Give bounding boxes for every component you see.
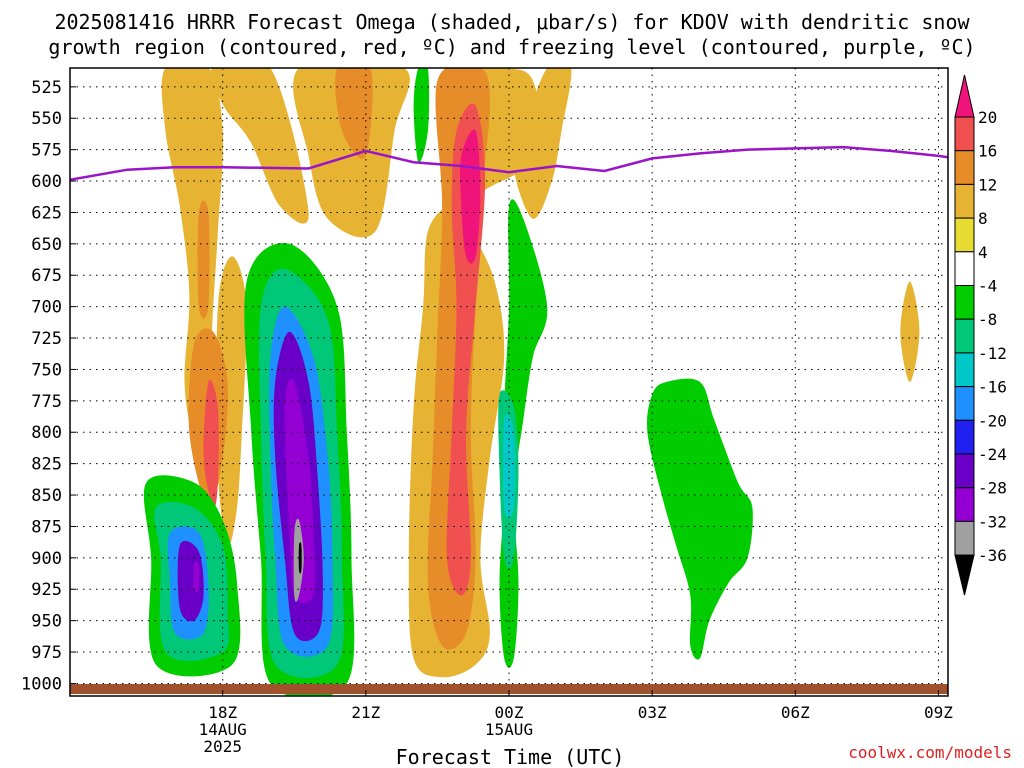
colorbar-label: -24 <box>978 445 1007 464</box>
colorbar-label: 16 <box>978 142 997 161</box>
colorbar-segment <box>954 318 975 354</box>
y-tick-label: 1000 <box>21 674 62 694</box>
y-axis: 525 550 575 600 625 650 675 700 725 750 775 800 825 8… <box>21 78 76 694</box>
x-tick-label: 15AUG <box>485 720 533 739</box>
omega-region <box>413 68 430 163</box>
omega-region <box>216 256 247 547</box>
colorbar-segment <box>954 419 975 455</box>
x-tick-label: 03Z <box>638 703 667 722</box>
omega-shading <box>143 68 920 696</box>
chart-title-line-2: growth region (contoured, red, ºC) and f… <box>48 35 975 59</box>
omega-region <box>900 281 920 382</box>
colorbar-label: 8 <box>978 209 988 228</box>
omega-region <box>460 129 481 264</box>
y-tick-label: 675 <box>31 266 62 286</box>
x-tick-label: 2025 <box>203 737 242 756</box>
y-tick-label: 975 <box>31 643 62 663</box>
colorbar-segment <box>954 453 975 489</box>
freezing-level-line <box>70 145 948 182</box>
y-tick-label: 575 <box>31 141 62 161</box>
y-tick-label: 550 <box>31 109 62 129</box>
omega-region <box>513 68 572 219</box>
x-tick-label: 09Z <box>924 703 953 722</box>
y-tick-label: 925 <box>31 580 62 600</box>
y-tick-label: 775 <box>31 392 62 412</box>
colorbar-label: -16 <box>978 378 1007 397</box>
y-tick-label: 600 <box>31 172 62 192</box>
x-tick-label: 21Z <box>351 703 380 722</box>
omega-region <box>193 560 200 593</box>
x-tick-label: 06Z <box>781 703 810 722</box>
y-tick-label: 950 <box>31 612 62 632</box>
colorbar-segment <box>954 285 975 320</box>
y-tick-label: 700 <box>31 298 62 318</box>
colorbar-label: -4 <box>978 277 997 296</box>
credit-link[interactable]: coolwx.com/models <box>848 743 1012 762</box>
y-tick-label: 900 <box>31 549 62 569</box>
y-tick-label: 650 <box>31 235 62 255</box>
colorbar-segment <box>954 217 975 253</box>
omega-region <box>203 379 219 509</box>
y-tick-label: 725 <box>31 329 62 349</box>
colorbar-label: 20 <box>978 108 997 127</box>
omega-region <box>293 68 410 238</box>
colorbar-label: -12 <box>978 344 1007 363</box>
colorbar-label: 12 <box>978 175 997 194</box>
colorbar-label: -28 <box>978 479 1007 498</box>
colorbar-label: -20 <box>978 411 1007 430</box>
colorbar: 20 16 12 8 4 -4 -8 -12 -16 -20 -24 -28 -32 -36 <box>954 74 1007 596</box>
colorbar-label: -8 <box>978 310 997 329</box>
colorbar-segment <box>954 520 975 556</box>
colorbar-label: -36 <box>978 546 1007 565</box>
colorbar-segment <box>954 386 975 421</box>
chart-title-line-1: 2025081416 HRRR Forecast Omega (shaded, … <box>54 10 970 34</box>
colorbar-segment <box>954 150 975 185</box>
omega-region <box>335 68 373 159</box>
colorbar-segment <box>954 116 975 152</box>
y-tick-label: 800 <box>31 423 62 443</box>
x-tick-label: 14AUG <box>199 720 247 739</box>
y-tick-label: 625 <box>31 203 62 223</box>
omega-region <box>646 378 753 660</box>
colorbar-label: -32 <box>978 512 1007 531</box>
colorbar-segment <box>954 183 975 219</box>
ground-terrain <box>70 684 948 694</box>
colorbar-bottom-arrow <box>954 554 975 596</box>
omega-region <box>177 540 204 622</box>
y-tick-label: 850 <box>31 486 62 506</box>
y-tick-label: 525 <box>31 78 62 98</box>
freezing-level-contour <box>70 145 948 182</box>
x-axis-label: Forecast Time (UTC) <box>396 745 625 768</box>
x-tick-label: 00Z <box>495 703 524 722</box>
colorbar-label: 4 <box>978 243 988 262</box>
omega-region <box>197 200 210 319</box>
omega-region <box>284 378 315 604</box>
colorbar-top-arrow <box>954 74 975 118</box>
colorbar-segment <box>954 352 975 388</box>
omega-region <box>209 68 309 224</box>
y-tick-label: 825 <box>31 455 62 475</box>
omega-region <box>298 542 302 574</box>
y-tick-label: 875 <box>31 517 62 537</box>
y-tick-label: 750 <box>31 360 62 380</box>
colorbar-segment <box>954 251 975 287</box>
x-tick-label: 18Z <box>208 703 237 722</box>
colorbar-segment <box>954 487 975 522</box>
